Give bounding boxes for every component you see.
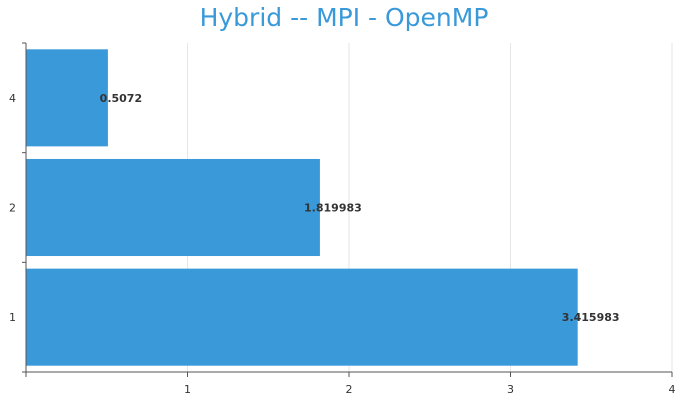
chart-title: Hybrid -- MPI - OpenMP (200, 3, 489, 32)
data-label-2: 1.819983 (304, 202, 362, 215)
data-label-4: 0.5072 (100, 92, 142, 105)
y-tick-label-4: 4 (9, 92, 16, 105)
y-tick-label-1: 1 (9, 311, 16, 324)
bar-2[interactable] (26, 158, 320, 257)
bar-1[interactable] (26, 268, 578, 366)
bar-4[interactable] (26, 49, 108, 147)
y-tick-label-2: 2 (9, 202, 16, 215)
data-label-1: 3.415983 (562, 311, 620, 324)
x-tick-label-4: 4 (669, 383, 676, 396)
x-tick-label-1: 1 (184, 383, 191, 396)
x-tick-label-3: 3 (507, 383, 514, 396)
bars (26, 49, 578, 366)
x-tick-label-2: 2 (346, 383, 353, 396)
y-axis-ticks: 1 2 4 (9, 42, 26, 373)
data-labels: 3.415983 1.819983 0.5072 (100, 92, 620, 324)
x-axis-ticks: 1 2 3 4 (25, 372, 676, 396)
